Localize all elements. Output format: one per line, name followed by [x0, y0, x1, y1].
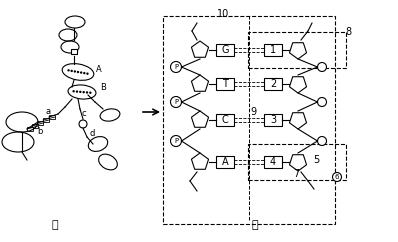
Circle shape [79, 91, 82, 93]
Text: 乙: 乙 [252, 220, 258, 230]
Bar [264, 78, 282, 90]
Circle shape [70, 70, 73, 72]
Polygon shape [289, 43, 306, 59]
Text: 甲: 甲 [52, 220, 59, 230]
Circle shape [79, 120, 87, 128]
Bar [37, 121, 43, 125]
Text: T: T [222, 79, 228, 89]
Text: 5: 5 [313, 155, 319, 165]
Circle shape [67, 69, 70, 72]
Bar [32, 124, 38, 128]
Text: G: G [221, 45, 229, 55]
Text: 4: 4 [270, 157, 276, 167]
Text: P: P [174, 64, 178, 70]
Text: 2: 2 [270, 79, 276, 89]
Circle shape [89, 91, 92, 94]
Circle shape [318, 136, 326, 145]
Text: 9: 9 [250, 107, 256, 117]
Text: c: c [82, 109, 87, 119]
Circle shape [74, 70, 76, 73]
Circle shape [170, 61, 181, 73]
Text: d: d [90, 129, 96, 138]
Polygon shape [191, 75, 209, 91]
Bar [216, 78, 234, 90]
Circle shape [170, 136, 181, 146]
Text: C: C [222, 115, 228, 125]
Bar [216, 44, 234, 56]
Bar [264, 44, 282, 56]
Text: a: a [45, 107, 51, 116]
Circle shape [76, 90, 78, 93]
Bar [264, 156, 282, 168]
Text: 3: 3 [270, 115, 276, 125]
Text: 10: 10 [217, 9, 229, 19]
Bar [43, 118, 49, 122]
Ellipse shape [62, 64, 94, 80]
Circle shape [77, 71, 79, 73]
Bar [71, 49, 77, 54]
Circle shape [318, 62, 326, 71]
Circle shape [72, 90, 75, 92]
Bar [248, 32, 346, 68]
Circle shape [86, 72, 89, 75]
Text: P: P [174, 138, 178, 144]
Polygon shape [289, 77, 306, 93]
Bar [27, 127, 33, 131]
Polygon shape [191, 41, 209, 57]
Circle shape [80, 71, 82, 74]
Bar [49, 115, 55, 119]
Circle shape [332, 173, 341, 182]
Circle shape [82, 91, 85, 93]
Bar [248, 144, 346, 180]
Text: A: A [96, 65, 102, 74]
Polygon shape [191, 111, 209, 127]
Polygon shape [289, 113, 306, 129]
Polygon shape [289, 155, 306, 171]
Text: P: P [174, 99, 178, 105]
Circle shape [170, 97, 181, 107]
Bar [163, 16, 335, 224]
Text: A: A [222, 157, 228, 167]
Polygon shape [191, 153, 209, 169]
Ellipse shape [68, 85, 96, 99]
Text: 1: 1 [270, 45, 276, 55]
Text: B: B [100, 83, 106, 91]
Text: b: b [37, 128, 43, 136]
Bar [264, 114, 282, 126]
Circle shape [86, 91, 88, 94]
Text: 6: 6 [335, 174, 339, 180]
Bar [216, 114, 234, 126]
Circle shape [83, 72, 86, 74]
Text: 8: 8 [345, 27, 351, 37]
Bar [216, 156, 234, 168]
Text: 7: 7 [293, 169, 299, 179]
Circle shape [318, 98, 326, 106]
